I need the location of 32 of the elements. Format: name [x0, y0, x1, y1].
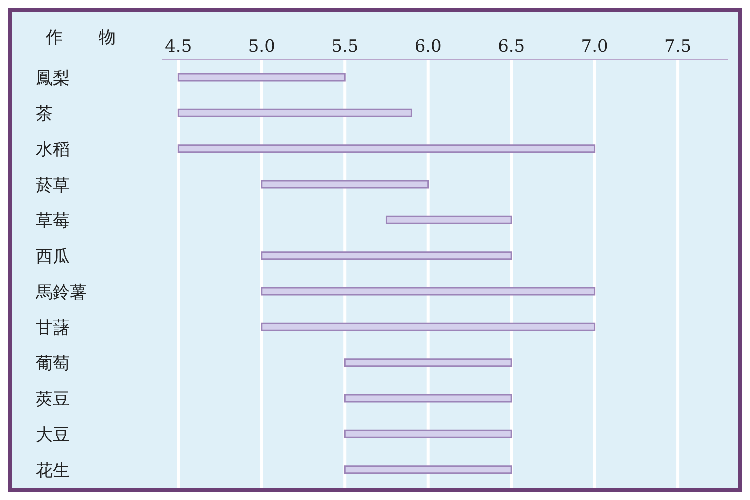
y-tick-label: 莢豆: [36, 390, 70, 410]
y-tick-label: 鳳梨: [36, 68, 70, 89]
bar: [178, 108, 412, 118]
x-tick-label: 6.5: [498, 37, 526, 57]
bar: [261, 252, 512, 260]
bar: [261, 287, 596, 296]
y-tick-label: 水稻: [36, 140, 70, 160]
y-tick-label: 甘藷: [36, 318, 70, 339]
y-tick-label: 花生: [36, 461, 70, 482]
bar: [386, 216, 512, 224]
y-tick-label: 西瓜: [36, 247, 70, 268]
y-tick-label: 大豆: [36, 426, 70, 446]
y-tick-label: 草莓: [36, 212, 70, 232]
y-tick-label: 馬鈴薯: [35, 282, 87, 303]
y-tick-label: 葡萄: [36, 354, 70, 374]
bar: [178, 144, 596, 154]
bar: [344, 394, 512, 403]
bar: [261, 322, 596, 332]
x-tick-label: 7.5: [664, 37, 692, 57]
bar: [178, 73, 346, 82]
x-tick-label: 5.5: [332, 37, 359, 57]
bar: [344, 466, 512, 474]
x-tick-label: 4.5: [165, 37, 192, 57]
bar: [344, 358, 512, 368]
y-tick-label: 菸草: [36, 176, 70, 196]
y-axis-title: 作物: [46, 27, 153, 49]
bar: [261, 180, 430, 189]
x-tick-label: 5.0: [248, 37, 276, 57]
bar: [344, 430, 512, 438]
x-tick-label: 7.0: [581, 37, 608, 57]
y-tick-label: 茶: [36, 104, 53, 125]
x-tick-label: 6.0: [414, 37, 442, 57]
